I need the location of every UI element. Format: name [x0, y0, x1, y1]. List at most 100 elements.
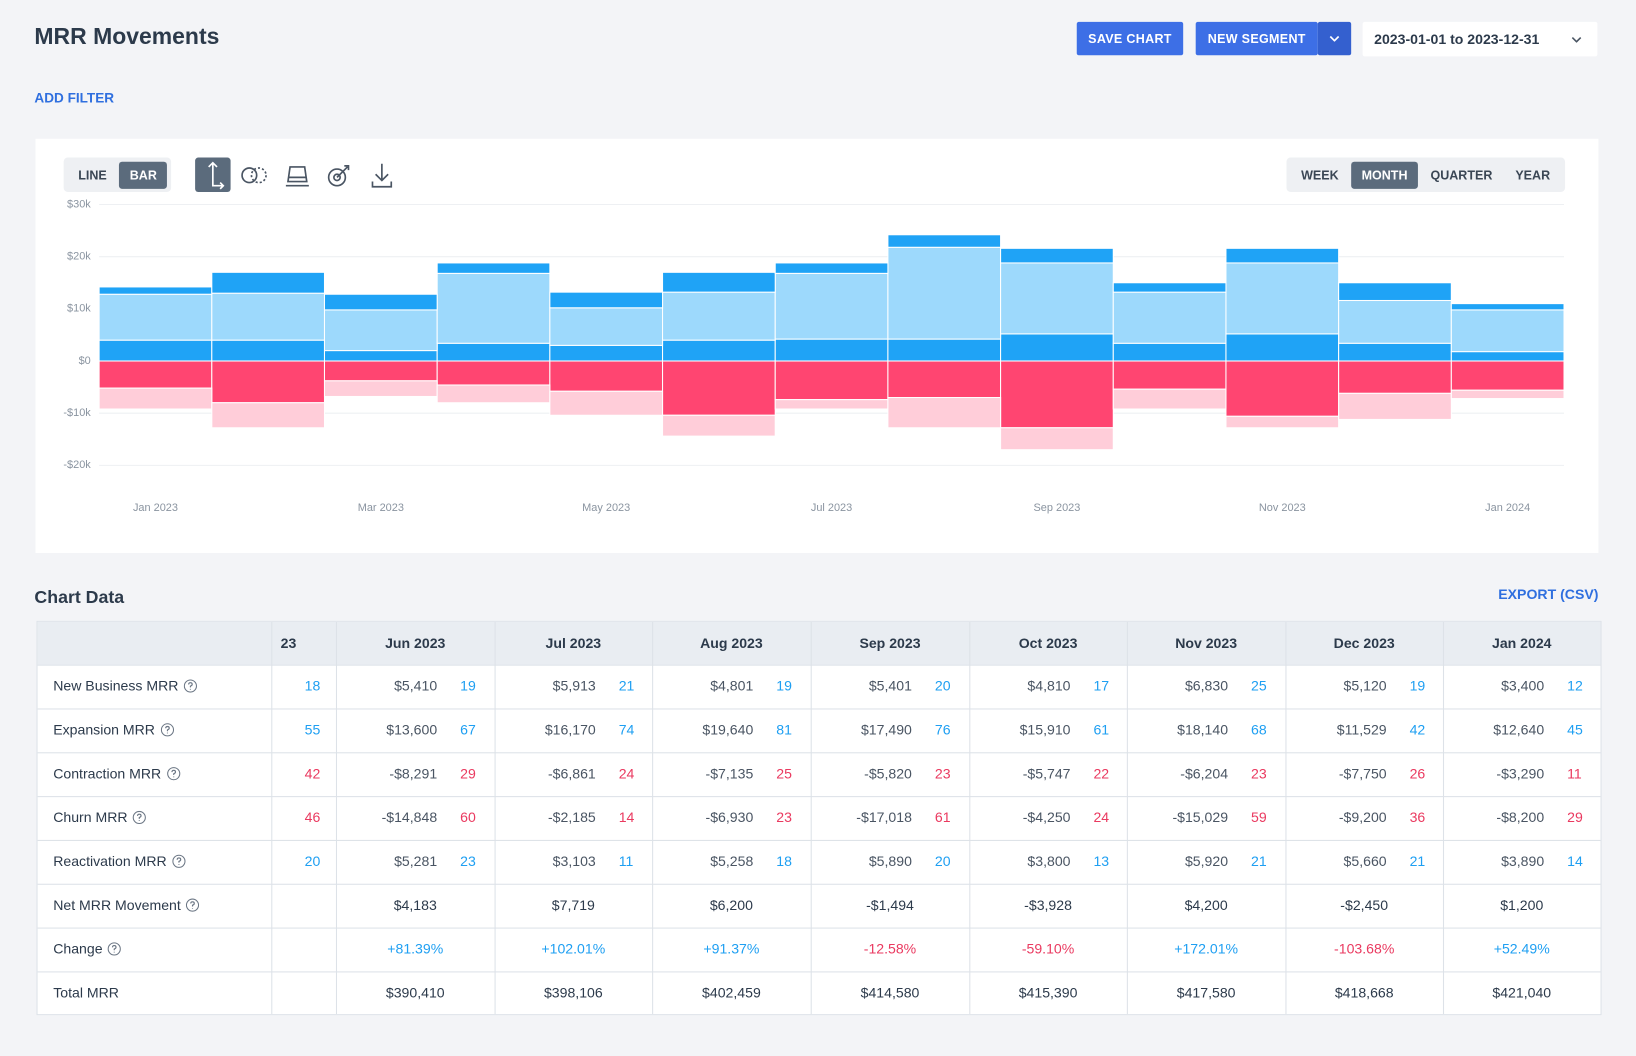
- count: 23: [776, 809, 792, 826]
- count: 68: [1251, 722, 1267, 738]
- chart-type-option[interactable]: BAR: [119, 161, 168, 189]
- amount: $3,890: [1501, 853, 1545, 870]
- help-icon[interactable]: [166, 767, 180, 781]
- row-border: [37, 839, 1601, 841]
- count: 42: [304, 765, 321, 782]
- column-header: Jul 2023: [545, 635, 602, 652]
- row-border: [37, 708, 1601, 710]
- goal-icon[interactable]: [327, 168, 347, 187]
- help-icon[interactable]: [172, 854, 186, 869]
- column-border: [652, 621, 654, 1015]
- amount: -$6,204: [1180, 765, 1229, 782]
- help-icon[interactable]: [132, 810, 147, 825]
- count: 46: [304, 809, 321, 826]
- count: 60: [460, 809, 476, 826]
- bar-segment: [662, 414, 776, 437]
- bar-segment: [662, 291, 776, 341]
- export-csv-link[interactable]: EXPORT (CSV): [1498, 586, 1599, 603]
- amount: $5,120: [1343, 678, 1387, 694]
- add-filter-link[interactable]: ADD FILTER: [34, 89, 115, 106]
- bar-segment: [1112, 282, 1227, 293]
- bar-segment: [1450, 389, 1565, 400]
- bar-segment: [436, 360, 551, 386]
- chart-type-toggle: LINE BAR: [63, 157, 172, 192]
- help-icon[interactable]: [107, 942, 122, 956]
- period-option[interactable]: QUARTER: [1430, 167, 1493, 183]
- value: $4,200: [1184, 897, 1228, 913]
- count: 14: [1567, 853, 1583, 870]
- period-option[interactable]: MONTH: [1351, 161, 1418, 189]
- count: 18: [776, 853, 792, 870]
- x-tick-label: Jul 2023: [811, 502, 852, 514]
- bar-segment: [323, 293, 438, 311]
- bar-segment: [1112, 360, 1227, 390]
- bar-segment: [887, 234, 1002, 248]
- amount: -$7,750: [1338, 765, 1387, 782]
- bar-segment: [98, 339, 213, 362]
- count: 23: [460, 853, 476, 870]
- count: 29: [1567, 809, 1583, 826]
- value: $421,040: [1492, 984, 1552, 1001]
- period-option[interactable]: YEAR: [1515, 167, 1551, 183]
- period-option[interactable]: WEEK: [1301, 167, 1339, 183]
- count: 61: [1093, 722, 1110, 738]
- print-icon[interactable]: [285, 166, 309, 187]
- count: 45: [1567, 722, 1583, 738]
- count: 26: [1409, 765, 1426, 782]
- column-border: [494, 621, 496, 1015]
- count: 36: [1409, 809, 1426, 826]
- y-tick-label: -$10k: [63, 407, 91, 419]
- row-label: Churn MRR: [53, 810, 147, 825]
- count: 19: [776, 678, 792, 694]
- row-label: New Business MRR: [53, 678, 198, 694]
- bar-segment: [1338, 360, 1452, 394]
- compare-icon[interactable]: [241, 167, 258, 184]
- row-label: Total MRR: [53, 985, 119, 1001]
- bar-segment: [662, 360, 776, 416]
- bar-segment: [662, 339, 776, 362]
- row-label-text: New Business MRR: [53, 678, 179, 694]
- x-tick-label: Nov 2023: [1259, 502, 1306, 514]
- value: -59.10%: [1021, 941, 1075, 957]
- column-header: 23: [280, 635, 297, 652]
- y-tick-label: $10k: [67, 303, 91, 315]
- help-icon[interactable]: [186, 898, 200, 912]
- amount: $5,401: [868, 678, 912, 694]
- count: 24: [1093, 809, 1110, 826]
- value: $1,200: [1500, 897, 1544, 913]
- help-icon[interactable]: [183, 679, 198, 693]
- bar-segment: [1225, 247, 1340, 264]
- amount: $19,640: [702, 722, 754, 738]
- bar-segment: [323, 350, 438, 362]
- count: 14: [618, 809, 635, 826]
- value: -12.58%: [863, 941, 917, 957]
- amount: $5,281: [394, 853, 438, 870]
- bar-segment: [1450, 351, 1565, 362]
- value: -$1,494: [866, 897, 914, 913]
- value: -$3,928: [1024, 897, 1072, 913]
- help-icon[interactable]: [160, 723, 174, 737]
- amount: $5,410: [394, 678, 438, 694]
- date-range-text: 2023-01-01 to 2023-12-31: [1374, 31, 1540, 47]
- column-border: [1442, 621, 1445, 1015]
- amount: $5,660: [1343, 853, 1387, 870]
- bar-segment: [774, 272, 889, 340]
- chevron-icon: [1571, 37, 1582, 43]
- bar-segment: [1450, 360, 1565, 391]
- download-icon[interactable]: [371, 163, 393, 188]
- new-segment-button[interactable]: NEW SEGMENT: [1195, 21, 1318, 56]
- amount: -$8,291: [389, 765, 438, 782]
- column-border: [810, 621, 812, 1015]
- new-segment-dropdown[interactable]: [1317, 21, 1352, 56]
- count: 11: [1567, 765, 1582, 782]
- table-title: Chart Data: [34, 587, 125, 608]
- amount: -$17,018: [856, 809, 912, 826]
- date-range-select[interactable]: 2023-01-01 to 2023-12-31: [1362, 21, 1598, 57]
- save-chart-button[interactable]: SAVE CHART: [1076, 21, 1184, 56]
- bar-segment: [549, 344, 664, 362]
- bar-segment: [1450, 303, 1565, 311]
- table-header-bg: [37, 621, 1601, 665]
- chart-type-option[interactable]: LINE: [78, 167, 107, 183]
- value: +81.39%: [387, 941, 444, 957]
